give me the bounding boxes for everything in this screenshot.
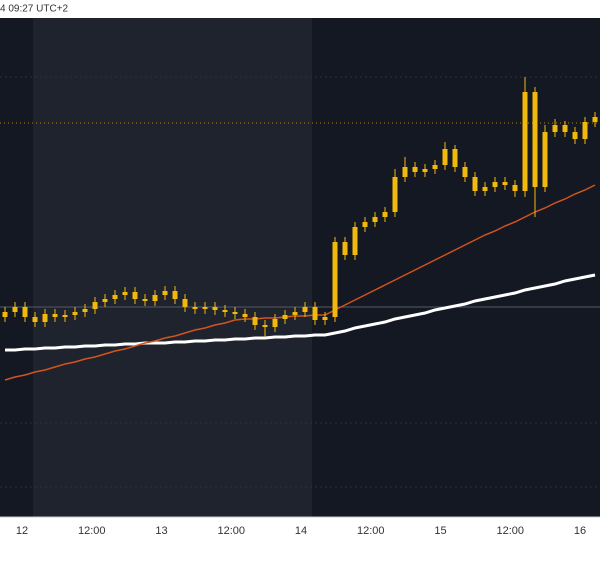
x-tick-label: 12:00: [357, 525, 385, 537]
candle-body: [522, 92, 528, 191]
candle-body: [572, 132, 578, 139]
candle-body: [352, 227, 358, 255]
session-shade: [33, 18, 312, 517]
candle-body: [422, 169, 428, 172]
x-tick-label: 13: [155, 525, 167, 537]
candle-body: [112, 295, 118, 299]
candle-body: [2, 312, 8, 317]
candle-body: [222, 310, 228, 312]
candle-body: [412, 167, 418, 172]
candle-body: [362, 222, 368, 227]
candle-body: [542, 132, 548, 187]
candle-body: [332, 242, 338, 317]
candle-body: [92, 302, 98, 309]
candle-body: [322, 317, 328, 320]
x-tick-label: 12:00: [78, 525, 106, 537]
candle-body: [62, 315, 68, 317]
candle-body: [562, 125, 568, 132]
candle-body: [452, 149, 458, 167]
candle-body: [182, 299, 188, 307]
candle-body: [392, 177, 398, 212]
candle-body: [232, 312, 238, 314]
candle-body: [382, 212, 388, 217]
candle-body: [532, 92, 538, 187]
candle-body: [592, 117, 598, 122]
candle-body: [372, 217, 378, 222]
x-tick-label: 12:00: [496, 525, 524, 537]
candle-body: [472, 177, 478, 191]
candle-body: [172, 291, 178, 299]
candle-body: [312, 307, 318, 320]
candle-body: [162, 291, 168, 295]
candle-body: [82, 309, 88, 312]
candle-body: [242, 314, 248, 317]
x-tick-label: 15: [434, 525, 446, 537]
candle-body: [302, 307, 308, 312]
candle-body: [102, 299, 108, 302]
candle-body: [282, 315, 288, 319]
candle-body: [212, 307, 218, 310]
x-tick-label: 14: [295, 525, 307, 537]
candle-body: [12, 307, 18, 312]
candle-body: [402, 167, 408, 177]
moving-average: [5, 273, 596, 352]
candle-body: [432, 165, 438, 169]
x-tick-label: 12:00: [217, 525, 245, 537]
x-tick-label: 16: [574, 525, 586, 537]
timestamp: 4 09:27 UTC+2: [0, 4, 69, 15]
candle-body: [22, 307, 28, 317]
candle-body: [32, 317, 38, 322]
candle-body: [152, 295, 158, 301]
candle-body: [132, 292, 138, 299]
candle-body: [512, 185, 518, 191]
candle-body: [292, 312, 298, 315]
candle-body: [502, 182, 508, 185]
candle-body: [272, 319, 278, 327]
top-bar: [0, 0, 600, 18]
candle-body: [462, 167, 468, 177]
candle-body: [252, 317, 258, 325]
candle-body: [492, 182, 498, 187]
moving-average: [4, 184, 596, 381]
x-tick-label: 12: [16, 525, 28, 537]
candle-body: [202, 307, 208, 309]
x-axis-area: [0, 517, 600, 566]
candle-body: [482, 187, 488, 191]
candle-body: [552, 125, 558, 132]
candle-body: [582, 122, 588, 139]
candle-body: [42, 314, 48, 322]
candle-body: [72, 312, 78, 315]
candle-body: [122, 292, 128, 295]
candle-body: [342, 242, 348, 255]
candle-body: [442, 149, 448, 165]
candle-body: [52, 314, 58, 317]
candle-body: [192, 307, 198, 309]
candle-body: [142, 299, 148, 301]
candle-body: [262, 325, 268, 327]
